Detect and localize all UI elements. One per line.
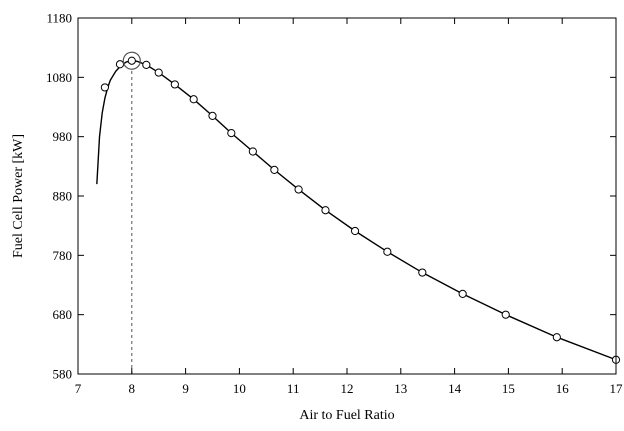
data-point (552, 333, 561, 342)
data-point (115, 60, 125, 69)
data-point (248, 147, 257, 156)
y-tick-label: 580 (53, 367, 73, 382)
data-point (418, 268, 427, 277)
y-tick-label: 680 (53, 307, 73, 322)
plot-marks (96, 51, 621, 374)
axis-ticks: 7 8 9 10 11 12 13 14 15 16 17 580 680 780 880 980 1080 11… (46, 11, 623, 397)
x-tick-label: 10 (233, 381, 246, 396)
y-tick-label: 1180 (46, 11, 72, 26)
x-tick-label: 17 (610, 381, 624, 396)
data-point (270, 165, 279, 174)
x-tick-label: 15 (502, 381, 515, 396)
data-point (501, 310, 510, 319)
data-point (227, 129, 236, 138)
data-point (100, 83, 110, 92)
data-point (350, 226, 360, 236)
data-point (142, 60, 151, 69)
data-point (154, 68, 163, 77)
y-tick-label: 780 (53, 248, 73, 263)
x-tick-label: 7 (75, 381, 82, 396)
y-tick-label: 880 (53, 189, 73, 204)
x-axis-label: Air to Fuel Ratio (299, 408, 394, 423)
data-point (208, 111, 217, 121)
x-tick-label: 11 (287, 381, 300, 396)
y-axis-label: Fuel Cell Power [kW] (11, 134, 26, 258)
data-point (189, 95, 198, 104)
x-tick-label: 9 (182, 381, 189, 396)
power-curve-line (96, 60, 617, 361)
x-tick-label: 12 (341, 381, 354, 396)
x-tick-label: 16 (556, 381, 570, 396)
x-tick-label: 14 (448, 381, 462, 396)
data-point (383, 247, 392, 256)
max-power-highlight-circle (122, 51, 141, 70)
data-point (321, 206, 330, 215)
x-tick-label: 13 (394, 381, 407, 396)
data-point (127, 56, 136, 65)
data-point (458, 289, 467, 298)
data-point (294, 185, 303, 194)
y-tick-label: 1080 (46, 70, 72, 85)
x-tick-label: 8 (129, 381, 136, 396)
data-point (170, 80, 179, 89)
y-tick-label: 980 (53, 129, 73, 144)
